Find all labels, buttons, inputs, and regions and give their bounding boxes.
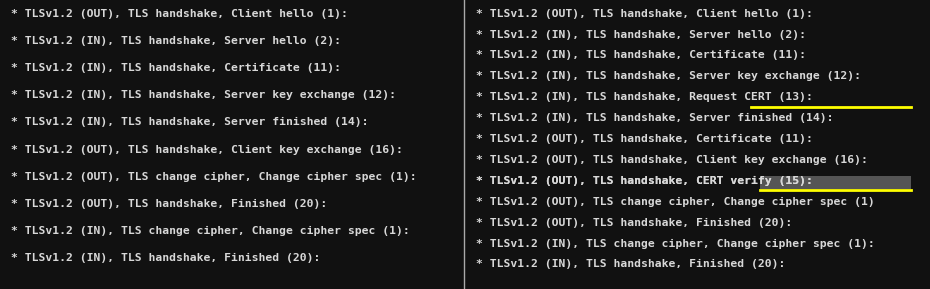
- Text: * TLSv1.2 (IN), TLS handshake, Request CERT (13):: * TLSv1.2 (IN), TLS handshake, Request C…: [476, 92, 813, 102]
- Text: * TLSv1.2 (IN), TLS handshake, Server hello (2):: * TLSv1.2 (IN), TLS handshake, Server he…: [11, 36, 341, 46]
- Text: * TLSv1.2 (OUT), TLS handshake, CERT verify (15):: * TLSv1.2 (OUT), TLS handshake, CERT ver…: [476, 176, 813, 186]
- Text: * TLSv1.2 (OUT), TLS handshake, Finished (20):: * TLSv1.2 (OUT), TLS handshake, Finished…: [11, 199, 327, 209]
- Text: * TLSv1.2 (IN), TLS handshake, Certificate (11):: * TLSv1.2 (IN), TLS handshake, Certifica…: [476, 51, 806, 60]
- Text: * TLSv1.2 (OUT), TLS handshake, Certificate (11):: * TLSv1.2 (OUT), TLS handshake, Certific…: [476, 134, 813, 144]
- Text: * TLSv1.2 (IN), TLS change cipher, Change cipher spec (1):: * TLSv1.2 (IN), TLS change cipher, Chang…: [11, 226, 410, 236]
- Text: * TLSv1.2 (OUT), TLS handshake, CERT verify (15):: * TLSv1.2 (OUT), TLS handshake, CERT ver…: [476, 176, 813, 186]
- Text: * TLSv1.2 (OUT), TLS change cipher, Change cipher spec (1): * TLSv1.2 (OUT), TLS change cipher, Chan…: [476, 197, 875, 207]
- Text: * TLSv1.2 (OUT), TLS handshake, Finished (20):: * TLSv1.2 (OUT), TLS handshake, Finished…: [476, 218, 792, 228]
- Text: * TLSv1.2 (IN), TLS handshake, Finished (20):: * TLSv1.2 (IN), TLS handshake, Finished …: [11, 253, 321, 263]
- Text: * TLSv1.2 (IN), TLS handshake, Finished (20):: * TLSv1.2 (IN), TLS handshake, Finished …: [476, 260, 786, 269]
- Text: * TLSv1.2 (OUT), TLS handshake, Client key exchange (16):: * TLSv1.2 (OUT), TLS handshake, Client k…: [11, 144, 403, 155]
- Text: * TLSv1.2 (IN), TLS handshake, Server finished (14):: * TLSv1.2 (IN), TLS handshake, Server fi…: [11, 117, 368, 127]
- Text: * TLSv1.2 (OUT), TLS handshake, Client key exchange (16):: * TLSv1.2 (OUT), TLS handshake, Client k…: [476, 155, 868, 165]
- Text: * TLSv1.2 (OUT), TLS change cipher, Change cipher spec (1):: * TLSv1.2 (OUT), TLS change cipher, Chan…: [11, 172, 417, 182]
- Text: * TLSv1.2 (IN), TLS handshake, Server key exchange (12):: * TLSv1.2 (IN), TLS handshake, Server ke…: [11, 90, 396, 100]
- Bar: [760, 176, 910, 189]
- Text: * TLSv1.2 (IN), TLS handshake, Server finished (14):: * TLSv1.2 (IN), TLS handshake, Server fi…: [476, 113, 833, 123]
- Text: * TLSv1.2 (OUT), TLS handshake, Client hello (1):: * TLSv1.2 (OUT), TLS handshake, Client h…: [476, 9, 813, 19]
- Text: * TLSv1.2 (IN), TLS change cipher, Change cipher spec (1):: * TLSv1.2 (IN), TLS change cipher, Chang…: [476, 238, 875, 249]
- Text: * TLSv1.2 (OUT), TLS handshake, Client hello (1):: * TLSv1.2 (OUT), TLS handshake, Client h…: [11, 9, 348, 19]
- Text: * TLSv1.2 (IN), TLS handshake, Server key exchange (12):: * TLSv1.2 (IN), TLS handshake, Server ke…: [476, 71, 861, 81]
- Text: * TLSv1.2 (IN), TLS handshake, Certificate (11):: * TLSv1.2 (IN), TLS handshake, Certifica…: [11, 63, 341, 73]
- Text: * TLSv1.2 (IN), TLS handshake, Server hello (2):: * TLSv1.2 (IN), TLS handshake, Server he…: [476, 29, 806, 40]
